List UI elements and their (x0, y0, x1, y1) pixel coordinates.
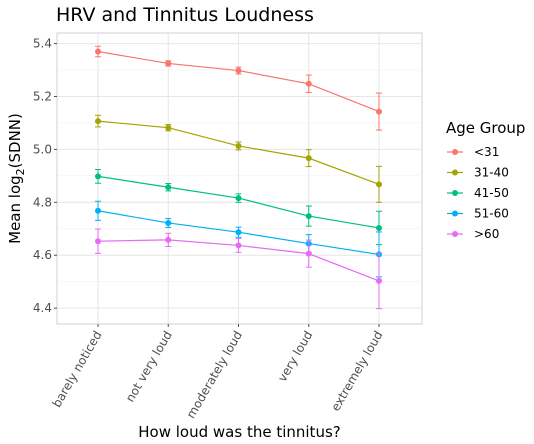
data-point (305, 213, 312, 220)
legend-key-point (452, 210, 458, 217)
chart-title: HRV and Tinnitus Loudness (56, 4, 314, 26)
data-point (376, 277, 382, 284)
legend-label: >60 (474, 227, 499, 241)
data-point (235, 195, 242, 202)
legend-label: 41-50 (474, 186, 509, 200)
data-point (376, 224, 382, 231)
y-tick-label: 5.0 (33, 142, 52, 156)
legend-key-point (452, 149, 458, 155)
y-tick-label: 4.8 (33, 195, 52, 209)
y-axis-title-prefix: Mean log (6, 175, 24, 244)
legend: Age Group <31 31-40 41-50 51-60 >60 (446, 119, 525, 241)
data-point (305, 155, 312, 162)
y-tick-label: 4.4 (33, 301, 52, 315)
legend-label: <31 (474, 145, 499, 159)
data-point (95, 118, 101, 125)
series-group (95, 228, 382, 310)
x-tick-label: barely noticed (50, 329, 105, 410)
y-tick-label: 5.4 (33, 37, 52, 51)
data-point (235, 229, 242, 236)
data-point (165, 219, 172, 226)
data-point (235, 67, 242, 74)
data-point (305, 250, 312, 257)
x-tick-label: extremely loud (328, 329, 385, 414)
x-tick-label: not very loud (123, 329, 175, 405)
y-axis-title-subscript: 2 (14, 168, 27, 175)
grid-layer (57, 33, 422, 324)
y-axis-title-suffix: (SDNN) (6, 113, 24, 168)
series-group (95, 45, 382, 131)
legend-label: 51-60 (474, 207, 509, 221)
data-point (95, 173, 101, 180)
data-point (165, 184, 172, 191)
x-tick-label: very loud (275, 329, 315, 385)
data-point (376, 108, 382, 115)
series-layer (95, 45, 382, 310)
data-point (165, 124, 172, 131)
data-point (95, 238, 101, 245)
data-point (95, 207, 101, 214)
legend-label: 31-40 (474, 166, 509, 180)
y-tick-label: 4.6 (33, 248, 52, 262)
data-point (95, 48, 101, 55)
legend-key-point (452, 231, 458, 237)
data-point (165, 236, 172, 243)
data-point (235, 242, 242, 249)
legend-title: Age Group (446, 119, 525, 137)
legend-key-point (452, 190, 458, 196)
x-axis-title: How loud was the tinnitus? (138, 423, 340, 441)
data-point (376, 181, 382, 188)
data-point (165, 60, 172, 67)
series-group (95, 169, 382, 246)
y-axis-title: Mean log2(SDNN) (6, 113, 27, 244)
y-tick-label: 5.2 (33, 89, 52, 103)
data-point (305, 80, 312, 87)
data-point (235, 142, 242, 149)
legend-key-point (452, 169, 458, 176)
plot-panel (56, 32, 423, 325)
x-tick-label: moderately loud (184, 329, 245, 421)
series-group (95, 114, 382, 203)
